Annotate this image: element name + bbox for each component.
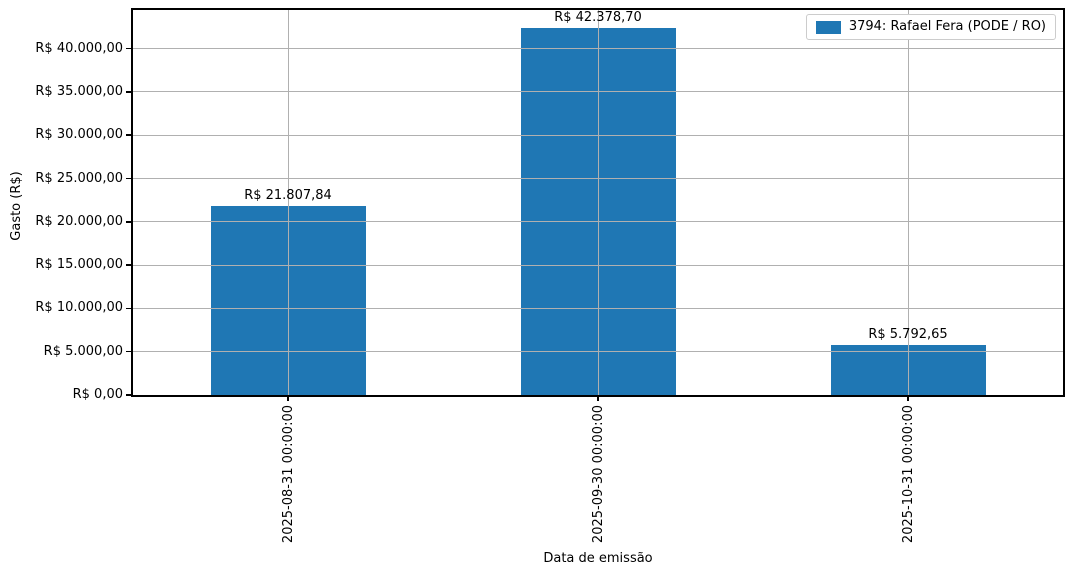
x-tick-mark	[597, 397, 599, 401]
legend: 3794: Rafael Fera (PODE / RO)	[805, 14, 1056, 40]
y-tick-mark	[126, 394, 131, 396]
x-tick-mark	[287, 397, 289, 401]
y-tick-label: R$ 40.000,00	[35, 40, 123, 56]
y-tick-mark	[126, 350, 131, 353]
bar-value-label: R$ 5.792,65	[868, 326, 948, 342]
x-gridline	[907, 10, 909, 395]
y-axis-title-anchor: Gasto (R$)	[9, 171, 78, 240]
y-tick-label: R$ 10.000,00	[35, 300, 123, 316]
y-tick-mark	[126, 221, 131, 223]
y-tick-mark	[126, 177, 131, 180]
x-tick-mark	[907, 397, 909, 401]
bar-value-label: R$ 42.378,70	[554, 10, 642, 26]
x-tick-label: 2025-08-31 00:00:00	[280, 405, 296, 544]
y-tick-mark	[126, 307, 131, 310]
legend-label: 3794: Rafael Fera (PODE / RO)	[848, 19, 1046, 34]
y-tick-mark	[126, 47, 131, 50]
y-tick-mark	[126, 91, 131, 93]
x-tick-label: 2025-09-30 00:00:00	[590, 405, 606, 544]
legend-color-swatch	[815, 20, 841, 34]
y-tick-label: R$ 30.000,00	[35, 127, 123, 143]
y-tick-mark	[126, 134, 131, 136]
y-tick-label: R$ 25.000,00	[35, 170, 123, 186]
y-tick-label: R$ 35.000,00	[35, 83, 123, 99]
y-axis-title: Gasto (R$)	[9, 171, 24, 241]
y-tick-mark	[126, 264, 131, 266]
x-gridline	[597, 10, 599, 395]
x-axis-title: Data de emissão	[543, 551, 653, 566]
x-tick-label: 2025-10-31 00:00:00	[900, 405, 916, 544]
x-gridline	[287, 10, 289, 395]
y-tick-label: R$ 20.000,00	[35, 213, 123, 229]
bar-value-label: R$ 21.807,84	[244, 188, 332, 204]
y-tick-label: R$ 15.000,00	[35, 257, 123, 273]
y-tick-label: R$ 0,00	[72, 387, 123, 402]
y-tick-label: R$ 5.000,00	[43, 343, 123, 359]
